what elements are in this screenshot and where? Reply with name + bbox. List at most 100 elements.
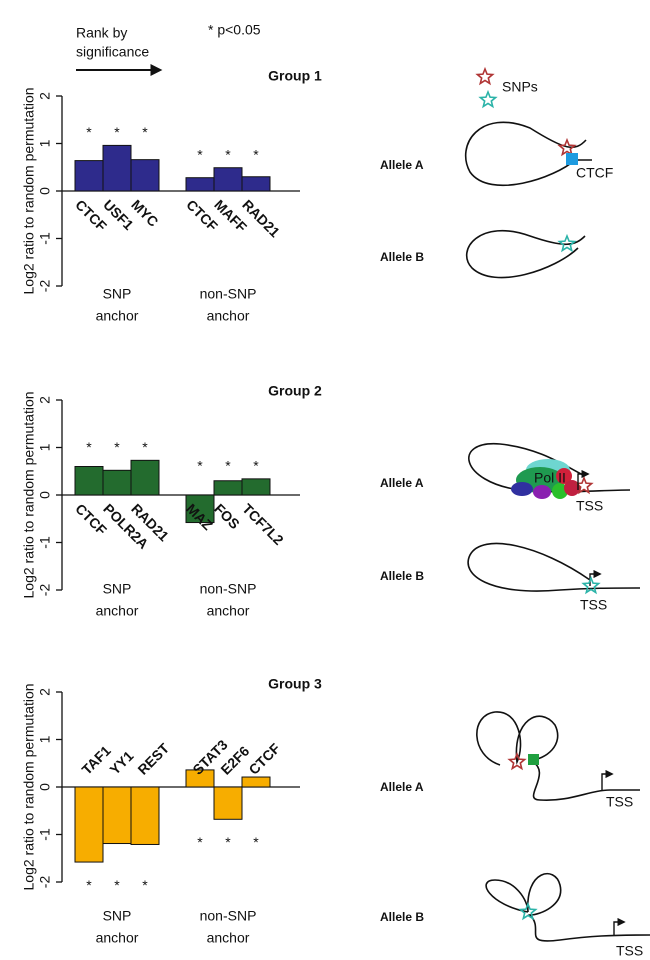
group-label: anchor [96,930,139,946]
dna-loop [465,229,586,279]
feature-label: TSS [616,943,643,959]
y-tick-label: -1 [37,828,53,841]
group-label: SNP [103,286,132,302]
y-tick-label: 0 [37,491,53,499]
snps-label: SNPs [502,79,538,95]
significance-star: * [142,124,148,140]
bar [74,160,104,192]
y-tick-label: 0 [37,783,53,791]
group-label: non-SNP [200,286,257,302]
rank-label: Rank by [76,25,127,41]
tss-arrow [613,917,626,935]
group-label: anchor [207,308,250,324]
y-axis-label: Log2 ratio to random permutation [21,391,37,598]
allele-label: Allele B [380,910,424,924]
tss-arrow [601,769,614,790]
protein [556,468,572,484]
snp-star [558,235,576,252]
y-tick-label: 2 [37,92,53,100]
group-label: non-SNP [200,581,257,597]
significance-star: * [225,834,231,850]
x-tick-label: TAF1 [78,742,113,777]
group-label: anchor [96,603,139,619]
x-tick-label: USF1 [100,196,137,233]
y-tick-label: -2 [37,280,53,293]
bar [130,459,160,496]
significance-star: * [142,439,148,455]
significance-star: * [86,124,92,140]
ctcf-site [528,754,539,765]
group-label: anchor [96,308,139,324]
y-tick-label: -2 [37,876,53,889]
bar [74,786,104,863]
y-axis-label: Log2 ratio to random permutation [21,87,37,294]
x-tick-label: CTCF [245,740,283,778]
snp-star [476,68,494,85]
significance-star: * [197,834,203,850]
snp-star [582,577,600,594]
bar [102,786,132,845]
bar [241,776,271,788]
significance-star: * [114,439,120,455]
y-tick-label: -1 [37,536,53,549]
y-tick-label: 1 [37,443,53,451]
bar [185,177,215,192]
chart-title: Group 1 [268,68,322,84]
bar [130,159,160,192]
group-label: non-SNP [200,908,257,924]
significance-star: * [225,146,231,162]
x-tick-label: TCF7L2 [239,500,287,548]
dna-loop [485,872,650,942]
significance-star: * [197,146,203,162]
group-label: SNP [103,908,132,924]
bar [213,167,243,192]
feature-label: CTCF [576,165,613,181]
allele-label: Allele A [380,780,424,794]
dna-loop [467,542,641,592]
significance-star: * [86,877,92,893]
y-tick-label: -2 [37,584,53,597]
group-label: anchor [207,603,250,619]
significance-star: * [86,439,92,455]
bar [102,144,132,192]
group-label: anchor [207,930,250,946]
bar [130,786,160,845]
significance-star: * [197,458,203,474]
y-tick-label: 1 [37,735,53,743]
bar [213,786,243,820]
protein-label: Pol II [534,470,566,486]
chart-title: Group 3 [268,676,322,692]
chart-title: Group 2 [268,383,322,399]
dna-loop [476,711,640,801]
y-tick-label: 1 [37,139,53,147]
ctcf-site [566,153,578,165]
significance-star: * [225,458,231,474]
feature-label: TSS [576,498,603,514]
feature-label: TSS [580,597,607,613]
y-tick-label: -1 [37,232,53,245]
x-tick-label: REST [134,740,172,778]
protein [533,485,551,499]
pvalue-note: * p<0.05 [208,22,261,38]
significance-star: * [114,877,120,893]
y-tick-label: 2 [37,396,53,404]
allele-label: Allele A [380,158,424,172]
significance-star: * [114,124,120,140]
protein [511,482,533,496]
rank-label: significance [76,44,149,60]
bar [185,494,215,524]
bar [213,480,243,496]
group-label: SNP [103,581,132,597]
significance-star: * [253,458,259,474]
bar [241,176,271,192]
bar [102,469,132,496]
significance-star: * [142,877,148,893]
x-tick-label: FOS [211,500,243,532]
bar [241,478,271,496]
snp-star [479,91,497,108]
tss-arrow [577,469,590,490]
y-tick-label: 2 [37,688,53,696]
bar [74,466,104,496]
